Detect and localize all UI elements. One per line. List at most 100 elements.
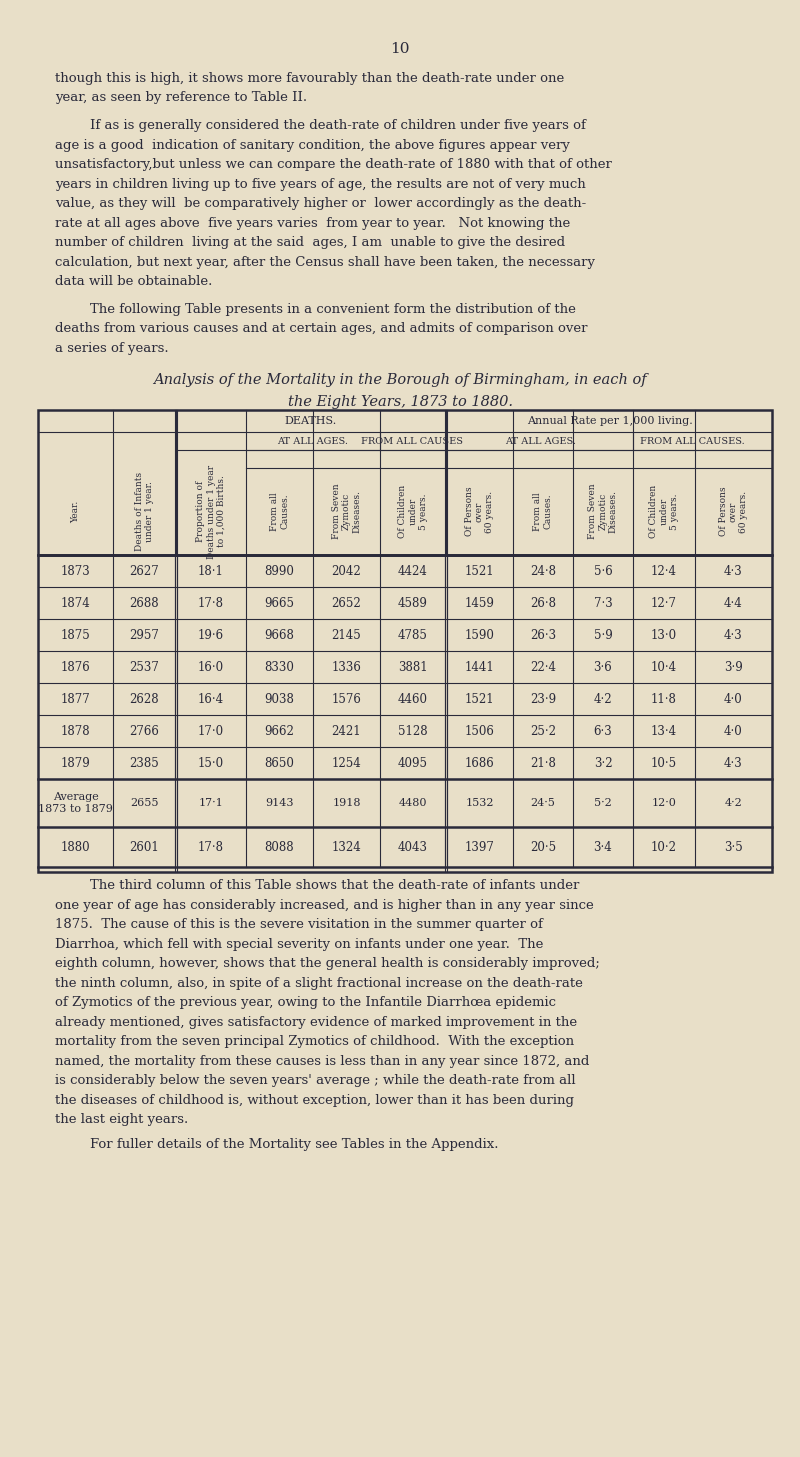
Text: data will be obtainable.: data will be obtainable. xyxy=(55,275,212,288)
Text: For fuller details of the Mortality see Tables in the Appendix.: For fuller details of the Mortality see … xyxy=(90,1138,498,1151)
Text: 12·4: 12·4 xyxy=(651,564,677,577)
Text: 8990: 8990 xyxy=(265,564,294,577)
Text: value, as they will  be comparatively higher or  lower accordingly as the death-: value, as they will be comparatively hig… xyxy=(55,197,586,210)
Text: named, the mortality from these causes is less than in any year since 1872, and: named, the mortality from these causes i… xyxy=(55,1055,590,1068)
Text: 5128: 5128 xyxy=(398,724,428,737)
Text: 8088: 8088 xyxy=(265,841,294,854)
Text: 1686: 1686 xyxy=(465,756,494,769)
Text: 2042: 2042 xyxy=(332,564,362,577)
Text: 1878: 1878 xyxy=(61,724,90,737)
Text: 2145: 2145 xyxy=(332,628,362,641)
Text: FROM ALL CAUSES: FROM ALL CAUSES xyxy=(361,437,463,446)
Text: already mentioned, gives satisfactory evidence of marked improvement in the: already mentioned, gives satisfactory ev… xyxy=(55,1016,577,1029)
Text: 1590: 1590 xyxy=(465,628,494,641)
Text: 1441: 1441 xyxy=(465,660,494,673)
Text: 10·4: 10·4 xyxy=(651,660,677,673)
Text: 2628: 2628 xyxy=(130,692,159,705)
Text: 23·9: 23·9 xyxy=(530,692,556,705)
Text: 1397: 1397 xyxy=(465,841,494,854)
Text: 17·0: 17·0 xyxy=(198,724,224,737)
Text: age is a good  indication of sanitary condition, the above figures appear very: age is a good indication of sanitary con… xyxy=(55,138,570,152)
Text: the diseases of childhood is, without exception, lower than it has been during: the diseases of childhood is, without ex… xyxy=(55,1094,574,1106)
Text: 1873: 1873 xyxy=(61,564,90,577)
Text: From all
Causes.: From all Causes. xyxy=(270,492,290,530)
Text: 9665: 9665 xyxy=(265,596,294,609)
Text: 1532: 1532 xyxy=(466,798,494,809)
Text: 2421: 2421 xyxy=(332,724,362,737)
Text: 16·0: 16·0 xyxy=(198,660,224,673)
Text: 11·8: 11·8 xyxy=(651,692,677,705)
Text: 10·5: 10·5 xyxy=(651,756,677,769)
Text: the ninth column, also, in spite of a slight fractional increase on the death-ra: the ninth column, also, in spite of a sl… xyxy=(55,976,583,989)
Text: 25·2: 25·2 xyxy=(530,724,556,737)
Text: 8330: 8330 xyxy=(265,660,294,673)
Text: DEATHS.: DEATHS. xyxy=(285,417,337,425)
Text: 1254: 1254 xyxy=(332,756,362,769)
Text: 24·5: 24·5 xyxy=(530,798,555,809)
Text: Year.: Year. xyxy=(71,500,80,523)
Text: years in children living up to five years of age, the results are not of very mu: years in children living up to five year… xyxy=(55,178,586,191)
Text: Proportion of
Deaths under 1 year
to 1,000 Births.: Proportion of Deaths under 1 year to 1,0… xyxy=(196,465,226,558)
Text: 24·8: 24·8 xyxy=(530,564,556,577)
Text: 9143: 9143 xyxy=(266,798,294,809)
Text: 2537: 2537 xyxy=(130,660,159,673)
Text: 2688: 2688 xyxy=(130,596,159,609)
Text: 15·0: 15·0 xyxy=(198,756,224,769)
Text: the Eight Years, 1873 to 1880.: the Eight Years, 1873 to 1880. xyxy=(287,395,513,409)
Text: 1521: 1521 xyxy=(465,692,494,705)
Text: 2385: 2385 xyxy=(130,756,159,769)
Text: 3·4: 3·4 xyxy=(594,841,612,854)
Text: From Seven
Zymotic
Diseases.: From Seven Zymotic Diseases. xyxy=(332,484,362,539)
Text: 6·3: 6·3 xyxy=(594,724,612,737)
Text: unsatisfactory,but unless we can compare the death-rate of 1880 with that of oth: unsatisfactory,but unless we can compare… xyxy=(55,157,612,170)
Text: 2655: 2655 xyxy=(130,798,158,809)
Text: 9662: 9662 xyxy=(265,724,294,737)
Text: 13·0: 13·0 xyxy=(651,628,677,641)
Text: rate at all ages above  five years varies  from year to year.   Not knowing the: rate at all ages above five years varies… xyxy=(55,217,570,230)
Text: 17·8: 17·8 xyxy=(198,596,224,609)
Text: Of Children
under
5 years.: Of Children under 5 years. xyxy=(649,485,679,538)
Text: mortality from the seven principal Zymotics of childhood.  With the exception: mortality from the seven principal Zymot… xyxy=(55,1034,574,1048)
Text: From all
Causes.: From all Causes. xyxy=(534,492,553,530)
Bar xyxy=(38,555,772,871)
Text: year, as seen by reference to Table II.: year, as seen by reference to Table II. xyxy=(55,92,307,105)
Text: 2601: 2601 xyxy=(130,841,159,854)
Text: 12·0: 12·0 xyxy=(651,798,677,809)
Text: Annual Rate per 1,000 living.: Annual Rate per 1,000 living. xyxy=(527,417,693,425)
Text: 1918: 1918 xyxy=(332,798,361,809)
Text: 9668: 9668 xyxy=(265,628,294,641)
Text: Analysis of the Mortality in the Borough of Birmingham, in each of: Analysis of the Mortality in the Borough… xyxy=(153,373,647,388)
Text: eighth column, however, shows that the general health is considerably improved;: eighth column, however, shows that the g… xyxy=(55,957,600,970)
Text: 3·6: 3·6 xyxy=(594,660,612,673)
Text: AT ALL AGES.: AT ALL AGES. xyxy=(278,437,349,446)
Text: 20·5: 20·5 xyxy=(530,841,556,854)
Text: 21·8: 21·8 xyxy=(530,756,556,769)
Text: 4095: 4095 xyxy=(398,756,428,769)
Text: Of Persons
over
60 years.: Of Persons over 60 years. xyxy=(718,487,749,536)
Text: the last eight years.: the last eight years. xyxy=(55,1113,188,1126)
Text: 17·1: 17·1 xyxy=(198,798,223,809)
Text: 9038: 9038 xyxy=(265,692,294,705)
Text: 2766: 2766 xyxy=(130,724,159,737)
Text: 4589: 4589 xyxy=(398,596,428,609)
Text: The following Table presents in a convenient form the distribution of the: The following Table presents in a conven… xyxy=(90,303,576,316)
Text: 4043: 4043 xyxy=(398,841,428,854)
Text: 1879: 1879 xyxy=(61,756,90,769)
Text: 2627: 2627 xyxy=(130,564,159,577)
Text: AT ALL AGES.: AT ALL AGES. xyxy=(505,437,576,446)
Text: 2652: 2652 xyxy=(332,596,362,609)
Text: 1576: 1576 xyxy=(331,692,362,705)
Text: 5·9: 5·9 xyxy=(594,628,612,641)
Text: number of children  living at the said  ages, I am  unable to give the desired: number of children living at the said ag… xyxy=(55,236,565,249)
Text: 8650: 8650 xyxy=(265,756,294,769)
Text: 4424: 4424 xyxy=(398,564,428,577)
Text: 1506: 1506 xyxy=(465,724,494,737)
Text: 26·3: 26·3 xyxy=(530,628,556,641)
Text: 10: 10 xyxy=(390,42,410,55)
Text: 3·5: 3·5 xyxy=(724,841,743,854)
Text: 4·2: 4·2 xyxy=(594,692,612,705)
Text: 4·3: 4·3 xyxy=(724,628,743,641)
Text: 10·2: 10·2 xyxy=(651,841,677,854)
Text: 26·8: 26·8 xyxy=(530,596,556,609)
Text: Deaths of Infants
under 1 year.: Deaths of Infants under 1 year. xyxy=(134,472,154,551)
